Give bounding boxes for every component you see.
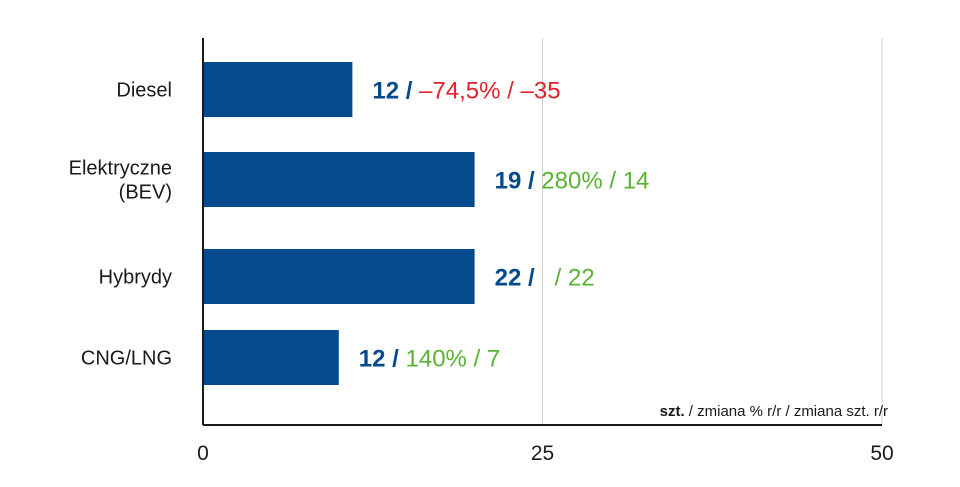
- grid-layer: [542, 38, 883, 425]
- x-tick-label: 25: [531, 442, 554, 465]
- value-label-units: 12 /: [372, 78, 419, 105]
- value-label: 12 / 140% / 7: [359, 346, 500, 373]
- category-label-line: Hybrydy: [99, 267, 172, 289]
- legend-note-bold: szt.: [660, 403, 685, 420]
- legend-note-rest: / zmiana % r/r / zmiana szt. r/r: [685, 403, 888, 420]
- value-label-units: 19 /: [495, 168, 542, 195]
- value-label-change: / 22: [555, 265, 595, 292]
- category-label-line: CNG/LNG: [81, 348, 172, 370]
- value-label: 19 / 280% / 14: [495, 168, 650, 195]
- value-label-pct: [541, 265, 554, 292]
- axis-layer: 0 25 50: [197, 38, 894, 465]
- bar: [203, 330, 339, 385]
- value-label-change: / 14: [609, 168, 649, 195]
- value-label-pct: 140%: [406, 346, 474, 373]
- value-label-change: / –35: [507, 78, 560, 105]
- bar: [203, 152, 475, 207]
- category-label-line: Diesel: [116, 80, 172, 102]
- category-label-line: Elektryczne: [69, 158, 172, 180]
- category-label: Diesel: [116, 80, 172, 102]
- x-tick-label: 50: [870, 442, 893, 465]
- value-label: 22 / / 22: [495, 265, 595, 292]
- category-label-line: (BEV): [119, 182, 172, 204]
- bar: [203, 62, 353, 117]
- labels-layer: Diesel 12 / –74,5% / –35 Elektryczne (BEV) 1…: [69, 78, 650, 373]
- value-label-change: / 7: [474, 346, 501, 373]
- x-tick-label: 0: [197, 442, 209, 465]
- bar: [203, 249, 475, 304]
- category-label: CNG/LNG: [81, 348, 172, 370]
- category-label: Elektryczne (BEV): [69, 158, 172, 204]
- value-label-pct: –74,5%: [419, 78, 507, 105]
- value-label: 12 / –74,5% / –35: [372, 78, 560, 105]
- value-label-units: 22 /: [495, 265, 542, 292]
- legend-note: szt. / zmiana % r/r / zmiana szt. r/r: [660, 403, 888, 420]
- category-label: Hybrydy: [99, 267, 172, 289]
- value-label-pct: 280%: [541, 168, 609, 195]
- value-label-units: 12 /: [359, 346, 406, 373]
- bars-layer: [203, 62, 475, 385]
